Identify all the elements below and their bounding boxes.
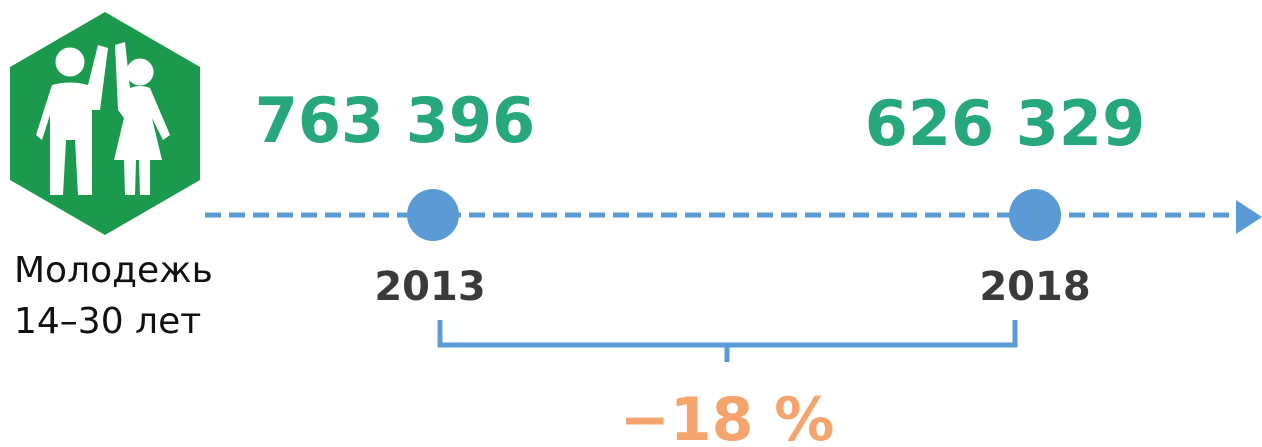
point-year: 2013 bbox=[374, 264, 485, 310]
label-line: Молодежь bbox=[14, 250, 213, 291]
label-line: 14–30 лет bbox=[14, 301, 201, 342]
point-value: 763 396 bbox=[255, 84, 535, 157]
point-dot bbox=[407, 189, 459, 241]
bracket bbox=[437, 320, 1018, 362]
point-value: 626 329 bbox=[865, 87, 1145, 160]
people-icon bbox=[36, 42, 170, 195]
change-label: −18 % bbox=[620, 385, 835, 447]
hexagon-icon bbox=[10, 12, 200, 235]
point-dot bbox=[1009, 189, 1061, 241]
arrow-head bbox=[1236, 200, 1262, 234]
point-year: 2018 bbox=[979, 264, 1090, 310]
